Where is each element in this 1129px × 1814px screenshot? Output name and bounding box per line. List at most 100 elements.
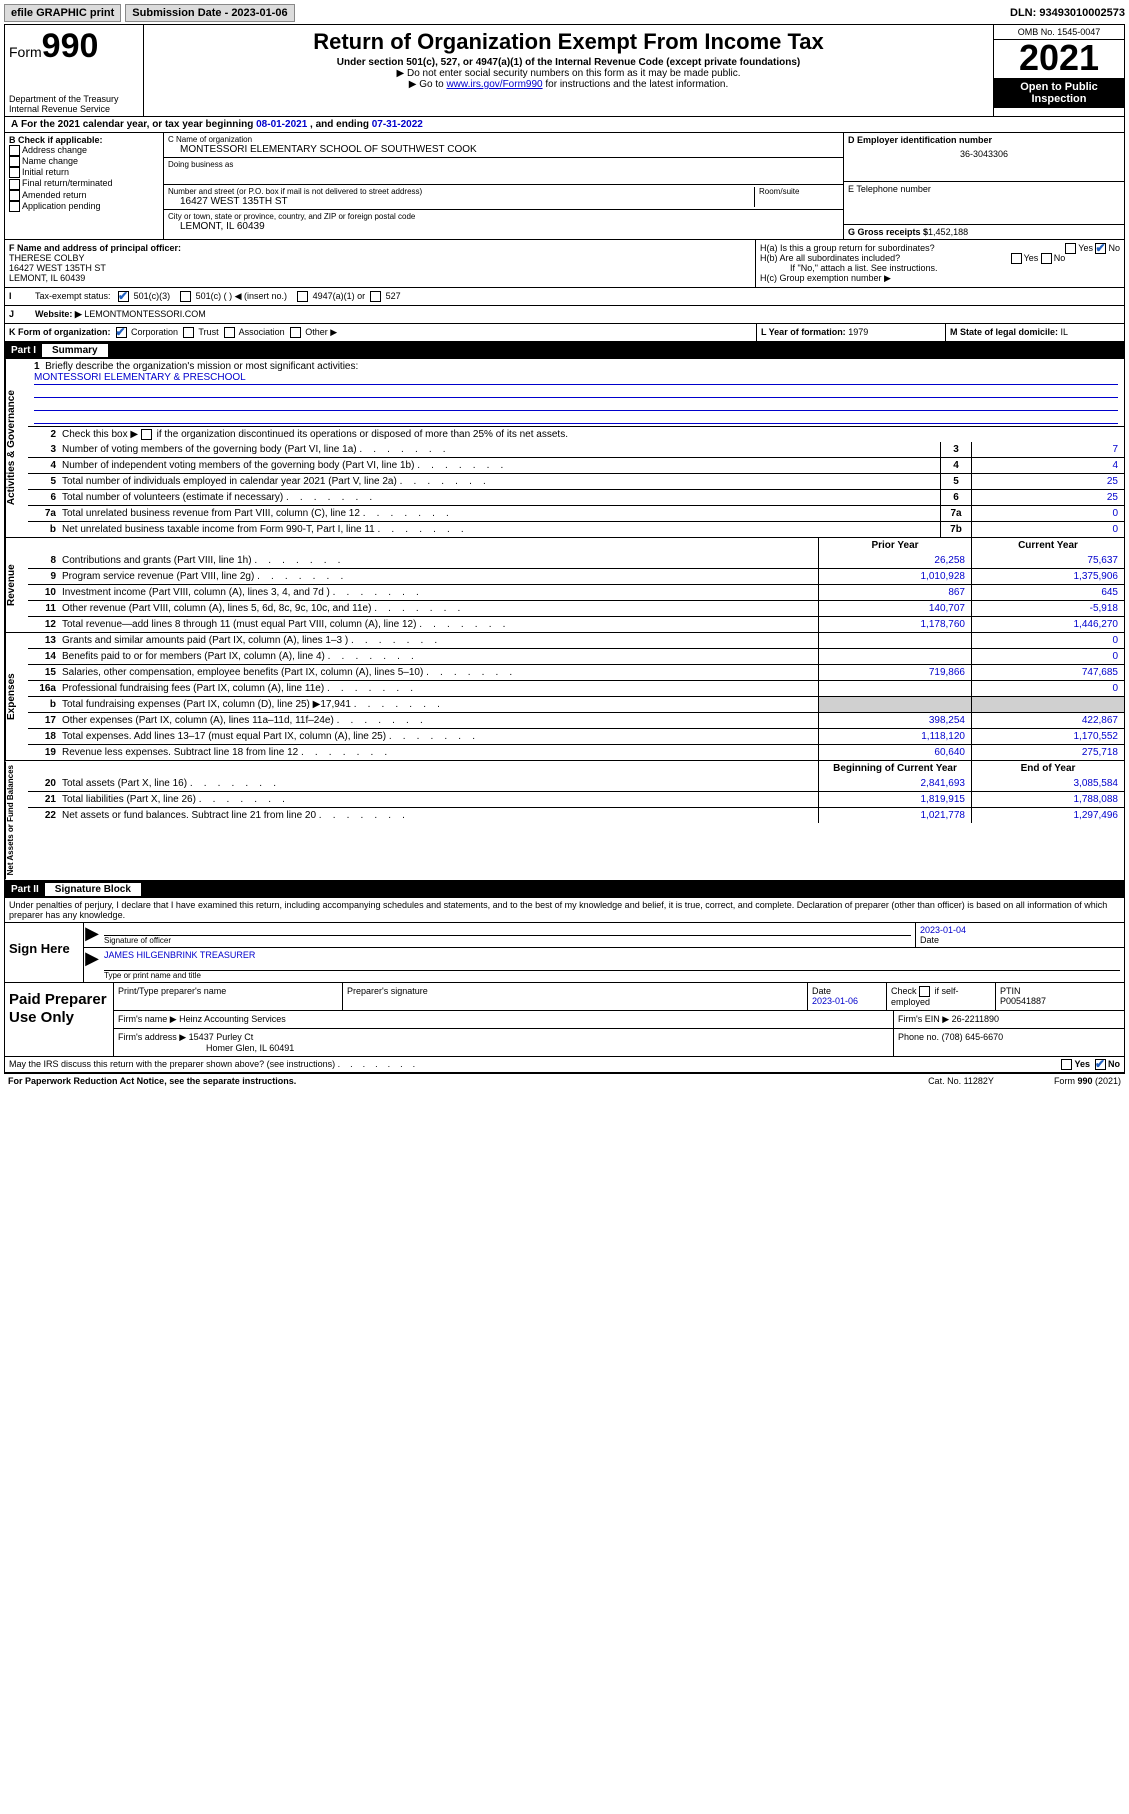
mission-text: MONTESSORI ELEMENTARY & PRESCHOOL xyxy=(34,372,1118,385)
tax-year: 2021 xyxy=(994,40,1124,78)
part-ii-header: Part II Signature Block xyxy=(5,881,1124,898)
tab-expenses: Expenses xyxy=(5,633,28,760)
prep-date: 2023-01-06 xyxy=(812,996,858,1006)
sign-here-block: Sign Here ▶ Signature of officer 2023-01… xyxy=(4,923,1125,983)
summary-line: 16aProfessional fundraising fees (Part I… xyxy=(28,680,1124,696)
ck-ha-yes[interactable] xyxy=(1065,243,1076,254)
form-990-container: Form990 Department of the Treasury Inter… xyxy=(4,24,1125,923)
line-i: I Tax-exempt status: 501(c)(3) 501(c) ( … xyxy=(5,288,1124,306)
irs-label: Internal Revenue Service xyxy=(9,104,139,114)
firm-address-2: Homer Glen, IL 60491 xyxy=(118,1043,294,1053)
summary-line: 18Total expenses. Add lines 13–17 (must … xyxy=(28,728,1124,744)
paid-preparer-label: Paid Preparer Use Only xyxy=(5,983,114,1056)
summary-line: bTotal fundraising expenses (Part IX, co… xyxy=(28,696,1124,712)
ck-may-yes[interactable] xyxy=(1061,1059,1072,1070)
summary-line: 20Total assets (Part X, line 16)2,841,69… xyxy=(28,776,1124,791)
ck-final-return[interactable] xyxy=(9,179,20,190)
pra-notice: For Paperwork Reduction Act Notice, see … xyxy=(8,1076,296,1086)
summary-line: 17Other expenses (Part IX, column (A), l… xyxy=(28,712,1124,728)
form-subtitle-2: ▶ Do not enter social security numbers o… xyxy=(148,68,989,79)
efile-print-button[interactable]: efile GRAPHIC print xyxy=(4,4,121,22)
dln-label: DLN: 93493010002573 xyxy=(1010,7,1125,19)
tab-revenue: Revenue xyxy=(5,538,28,632)
summary-line: 14Benefits paid to or for members (Part … xyxy=(28,648,1124,664)
officer-city: LEMONT, IL 60439 xyxy=(9,273,751,283)
hdr-begin-year: Beginning of Current Year xyxy=(818,761,971,776)
gross-receipts: 1,452,188 xyxy=(928,227,968,237)
form-title: Return of Organization Exempt From Incom… xyxy=(148,29,989,55)
firm-phone: (708) 645-6670 xyxy=(942,1032,1004,1042)
ck-name-change[interactable] xyxy=(9,156,20,167)
sig-date: 2023-01-04 xyxy=(920,925,966,935)
state-domicile: IL xyxy=(1061,327,1069,337)
col-b: B Check if applicable: Address change Na… xyxy=(5,133,164,239)
summary-line: 9Program service revenue (Part VIII, lin… xyxy=(28,568,1124,584)
part-i-header: Part I Summary xyxy=(5,342,1124,359)
ck-line2[interactable] xyxy=(141,429,152,440)
ck-amended-return[interactable] xyxy=(9,190,20,201)
summary-line: 7aTotal unrelated business revenue from … xyxy=(28,505,1124,521)
section-fh: F Name and address of principal officer:… xyxy=(5,240,1124,288)
col-c: C Name of organization MONTESSORI ELEMEN… xyxy=(164,133,843,239)
ein: 36-3043306 xyxy=(848,145,1120,159)
firm-name: Heinz Accounting Services xyxy=(179,1014,286,1024)
col-deg: D Employer identification number 36-3043… xyxy=(843,133,1124,239)
tab-net-assets: Net Assets or Fund Balances xyxy=(5,761,28,879)
open-public-badge: Open to Public Inspection xyxy=(994,78,1124,108)
ck-ha-no[interactable] xyxy=(1095,243,1106,254)
ck-527[interactable] xyxy=(370,291,381,302)
summary-line: 11Other revenue (Part VIII, column (A), … xyxy=(28,600,1124,616)
line-a-tax-year: A For the 2021 calendar year, or tax yea… xyxy=(5,117,1124,133)
org-name: MONTESSORI ELEMENTARY SCHOOL OF SOUTHWES… xyxy=(168,144,839,155)
cat-no: Cat. No. 11282Y xyxy=(928,1076,994,1086)
summary-line: 6Total number of volunteers (estimate if… xyxy=(28,489,1124,505)
ck-hb-no[interactable] xyxy=(1041,253,1052,264)
year-formation: 1979 xyxy=(848,327,868,337)
firm-address-1: 15437 Purley Ct xyxy=(189,1032,254,1042)
ck-trust[interactable] xyxy=(183,327,194,338)
top-toolbar: efile GRAPHIC print Submission Date - 20… xyxy=(4,4,1125,22)
ck-assoc[interactable] xyxy=(224,327,235,338)
block-expenses: Expenses 13Grants and similar amounts pa… xyxy=(5,633,1124,761)
ck-address-change[interactable] xyxy=(9,145,20,156)
ck-initial-return[interactable] xyxy=(9,167,20,178)
summary-line: 4Number of independent voting members of… xyxy=(28,457,1124,473)
submission-date-button[interactable]: Submission Date - 2023-01-06 xyxy=(125,4,294,22)
hdr-prior-year: Prior Year xyxy=(818,538,971,553)
ck-self-employed[interactable] xyxy=(919,986,930,997)
sig-officer-label: Signature of officer xyxy=(104,935,911,945)
ck-may-no[interactable] xyxy=(1095,1059,1106,1070)
form-subtitle-1: Under section 501(c), 527, or 4947(a)(1)… xyxy=(148,57,989,68)
summary-line: 12Total revenue—add lines 8 through 11 (… xyxy=(28,616,1124,632)
ck-corp[interactable] xyxy=(116,327,127,338)
officer-street: 16427 WEST 135TH ST xyxy=(9,263,751,273)
officer-name: THERESE COLBY xyxy=(9,253,751,263)
summary-line: 19Revenue less expenses. Subtract line 1… xyxy=(28,744,1124,760)
dept-treasury: Department of the Treasury xyxy=(9,94,139,104)
block-revenue: Revenue Prior Year Current Year 8Contrib… xyxy=(5,538,1124,633)
ck-hb-yes[interactable] xyxy=(1011,253,1022,264)
summary-line: 13Grants and similar amounts paid (Part … xyxy=(28,633,1124,648)
ck-501c[interactable] xyxy=(180,291,191,302)
block-governance: Activities & Governance 1 Briefly descri… xyxy=(5,359,1124,538)
arrow-icon: ▶ xyxy=(84,948,100,982)
arrow-icon: ▶ xyxy=(84,923,100,947)
ck-application-pending[interactable] xyxy=(9,201,20,212)
org-street: 16427 WEST 135TH ST xyxy=(168,196,754,207)
section-bcdeg: B Check if applicable: Address change Na… xyxy=(5,133,1124,240)
summary-line: 5Total number of individuals employed in… xyxy=(28,473,1124,489)
hdr-end-year: End of Year xyxy=(971,761,1124,776)
summary-line: 3Number of voting members of the governi… xyxy=(28,442,1124,457)
firm-ein: 26-2211890 xyxy=(952,1014,999,1024)
ck-501c3[interactable] xyxy=(118,291,129,302)
may-irs-row: May the IRS discuss this return with the… xyxy=(4,1057,1125,1073)
sign-here-label: Sign Here xyxy=(5,923,84,982)
declaration-text: Under penalties of perjury, I declare th… xyxy=(5,898,1124,922)
footer: For Paperwork Reduction Act Notice, see … xyxy=(4,1073,1125,1088)
irs-link[interactable]: www.irs.gov/Form990 xyxy=(446,79,542,90)
ck-other[interactable] xyxy=(290,327,301,338)
summary-line: 21Total liabilities (Part X, line 26)1,8… xyxy=(28,791,1124,807)
ck-4947[interactable] xyxy=(297,291,308,302)
paid-preparer-block: Paid Preparer Use Only Print/Type prepar… xyxy=(4,983,1125,1057)
hdr-current-year: Current Year xyxy=(971,538,1124,553)
